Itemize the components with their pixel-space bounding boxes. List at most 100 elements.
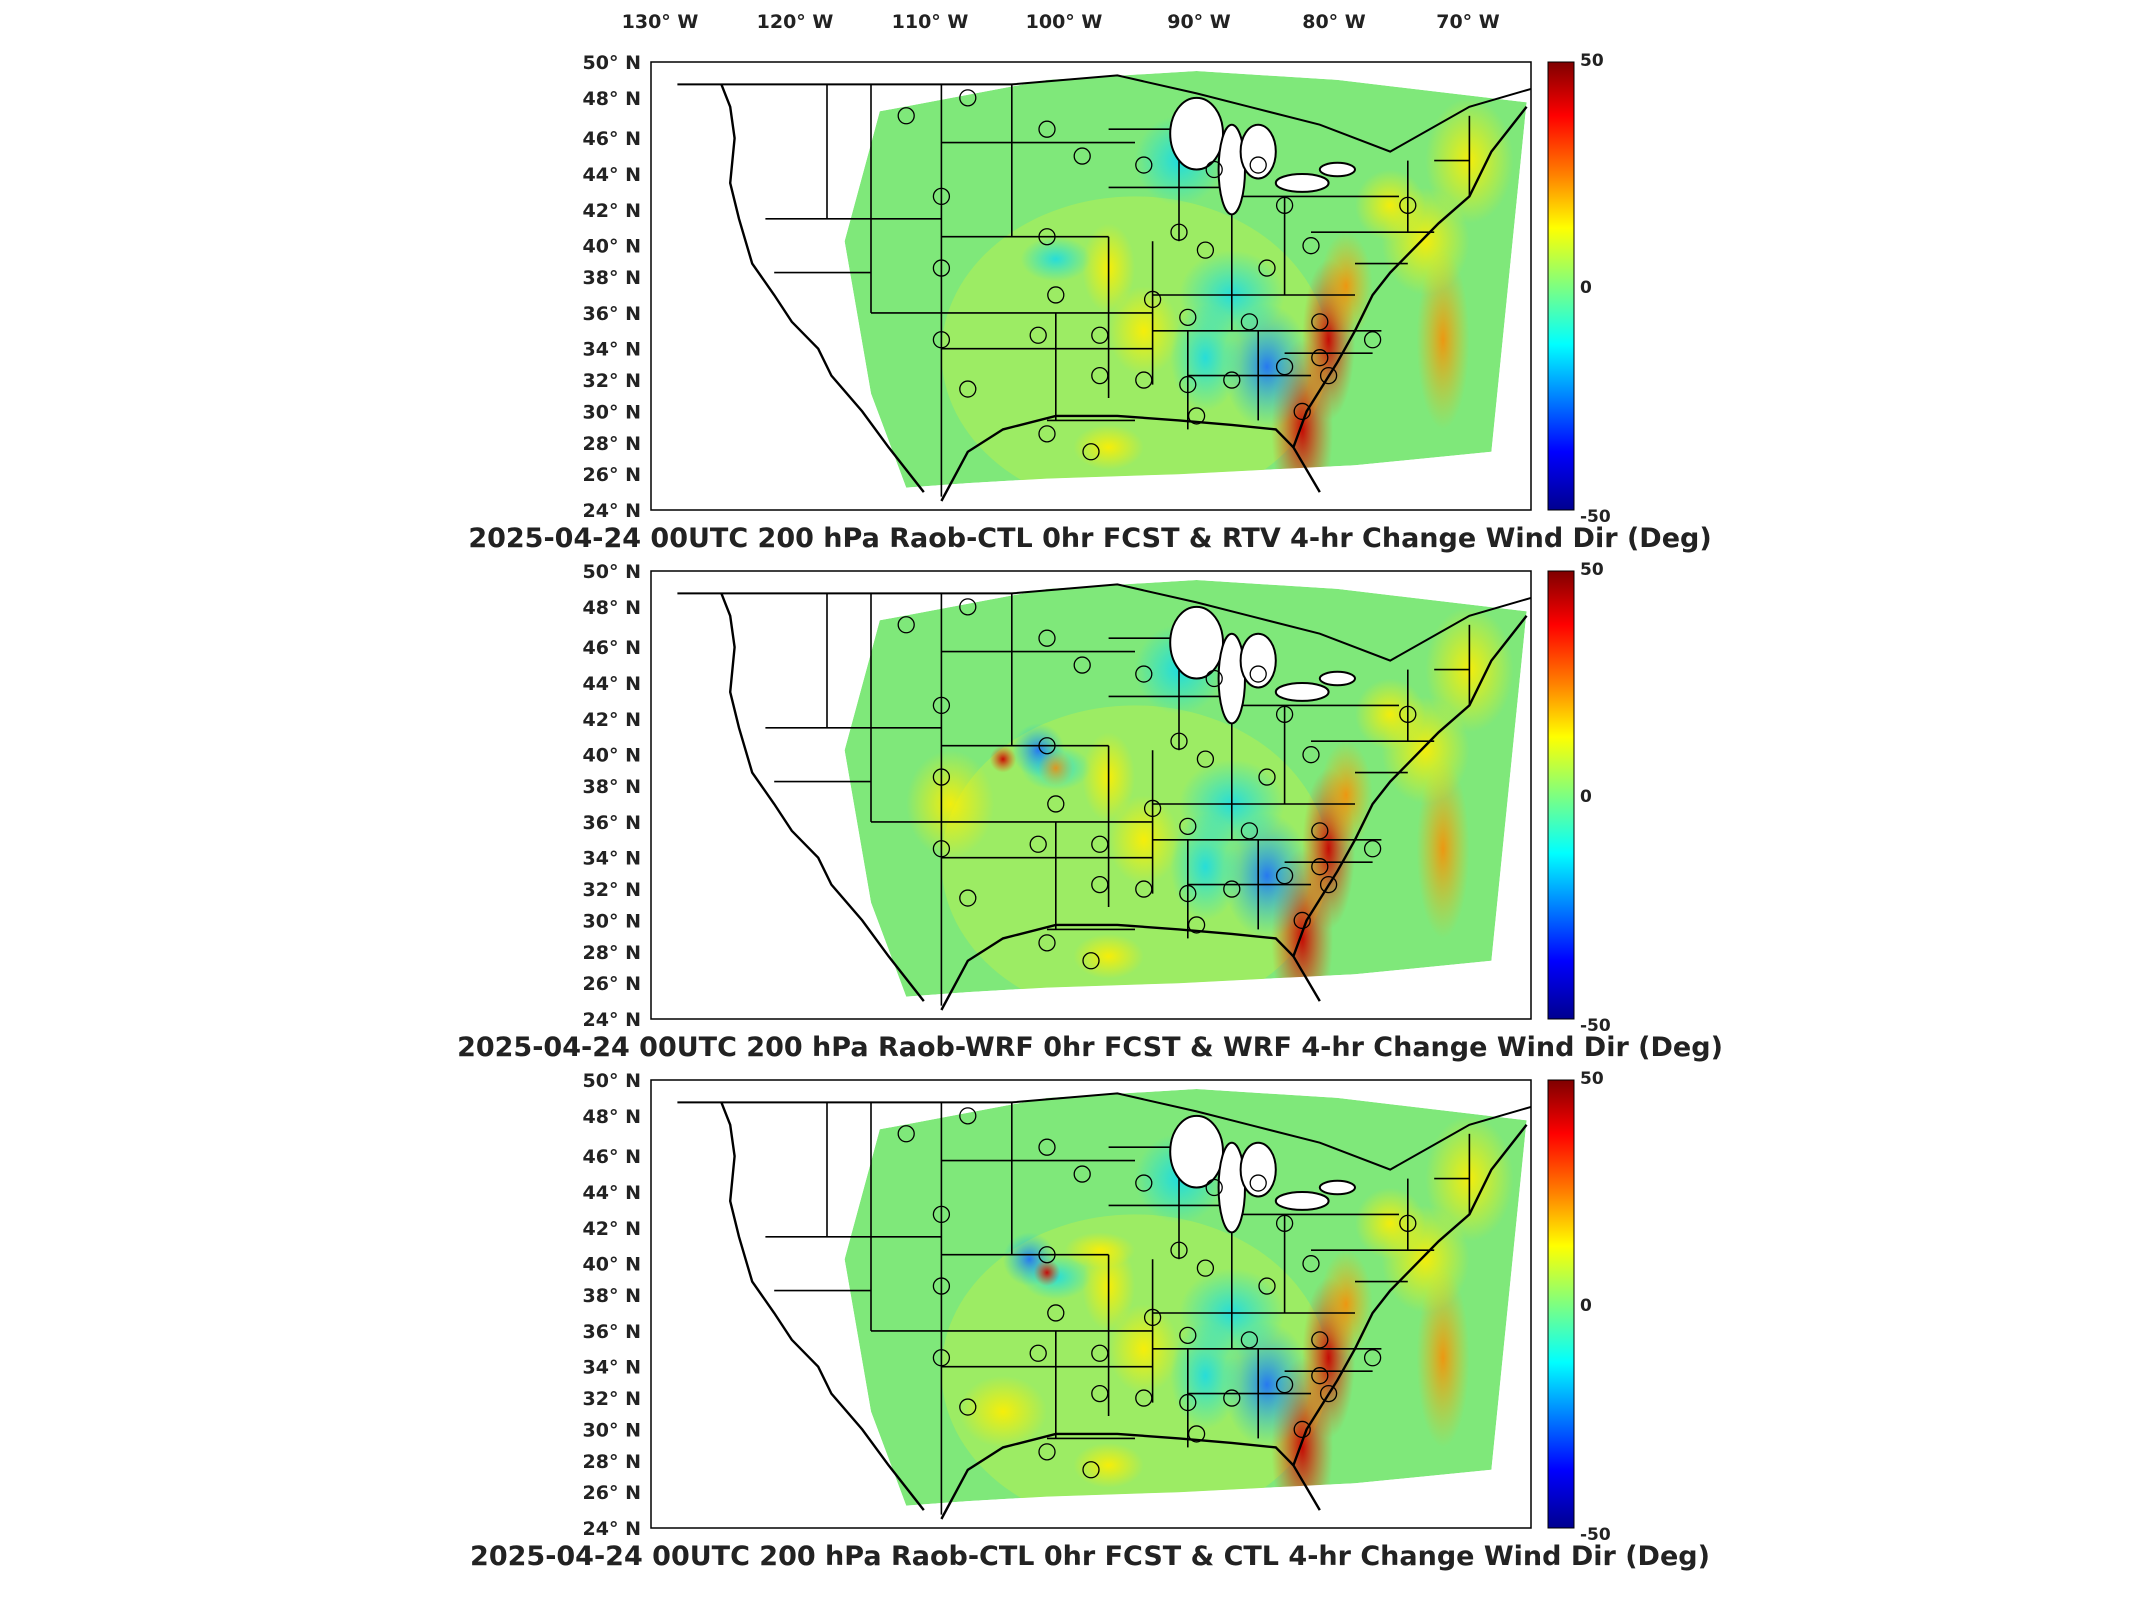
colorbar-tick-label: -50 bbox=[1580, 507, 1611, 527]
colorbar-tick-label: 50 bbox=[1580, 51, 1604, 71]
station-marker bbox=[1073, 147, 1091, 165]
station-marker bbox=[1135, 371, 1153, 389]
latitude-label: 30° N bbox=[583, 1419, 641, 1441]
northern-border bbox=[677, 583, 1532, 662]
station-marker bbox=[1249, 665, 1267, 683]
map-frame bbox=[650, 1079, 1532, 1529]
colorbar-tick-label: 0 bbox=[1580, 278, 1592, 298]
station-marker bbox=[932, 696, 951, 715]
great-lake bbox=[1318, 161, 1357, 178]
great-lake bbox=[1169, 605, 1224, 680]
station-marker bbox=[1135, 1174, 1153, 1192]
station-marker bbox=[959, 89, 977, 107]
station-marker bbox=[932, 1349, 951, 1367]
station-marker bbox=[1038, 228, 1056, 246]
gulf-coastline bbox=[940, 1432, 1295, 1520]
station-marker bbox=[1143, 1308, 1162, 1327]
station-marker bbox=[1223, 371, 1241, 389]
station-marker bbox=[1091, 366, 1109, 385]
latitude-label: 28° N bbox=[583, 942, 641, 964]
colorbar: 50 0 -50 bbox=[1547, 1069, 1611, 1545]
station-marker bbox=[1311, 349, 1329, 367]
station-marker bbox=[1205, 669, 1223, 688]
panel-title: 2025-04-24 00UTC 200 hPa Raob-CTL 0hr FC… bbox=[470, 1541, 1710, 1572]
latitude-label: 28° N bbox=[583, 1451, 641, 1473]
station-marker bbox=[1135, 1389, 1153, 1407]
latitude-label: 50° N bbox=[583, 561, 641, 583]
station-marker bbox=[932, 259, 951, 277]
station-marker bbox=[1082, 1461, 1100, 1479]
west-coastline bbox=[720, 1101, 925, 1511]
station-marker bbox=[1240, 1331, 1259, 1349]
station-marker bbox=[1073, 656, 1091, 674]
boundaries bbox=[677, 1092, 1532, 1520]
station-marker bbox=[1038, 737, 1056, 755]
station-marker bbox=[1311, 822, 1329, 840]
station-marker bbox=[1311, 313, 1329, 331]
latitude-label: 26° N bbox=[583, 973, 641, 995]
station-marker bbox=[897, 107, 915, 125]
station-marker bbox=[1319, 1384, 1338, 1403]
great-lake bbox=[1169, 1114, 1224, 1189]
station-marker bbox=[1311, 858, 1329, 876]
latitude-label: 48° N bbox=[583, 597, 641, 619]
colorbar: 50 0 -50 bbox=[1547, 560, 1611, 1036]
latitude-label: 40° N bbox=[583, 1254, 641, 1276]
station-marker bbox=[1196, 1259, 1215, 1277]
station-marker bbox=[1302, 746, 1320, 764]
station-marker bbox=[959, 889, 977, 907]
latitude-label: 50° N bbox=[583, 52, 641, 74]
station-marker bbox=[1196, 241, 1215, 259]
latitude-label: 42° N bbox=[583, 200, 641, 222]
station-marker bbox=[1047, 795, 1065, 813]
map-panel: 50° N 48° N 46° N 44° N 42° N 40° N 38° N 36° N… bbox=[468, 51, 1711, 554]
map-frame bbox=[650, 61, 1532, 511]
station-marker bbox=[1275, 705, 1294, 724]
station-marker bbox=[1319, 366, 1338, 385]
station-marker bbox=[1240, 822, 1259, 840]
station-marker bbox=[1249, 1174, 1267, 1192]
latitude-label: 36° N bbox=[583, 1321, 641, 1343]
station-marker bbox=[1302, 237, 1320, 255]
colorbar-scale bbox=[1547, 1079, 1575, 1529]
great-lake bbox=[1274, 682, 1330, 702]
longitude-label: 80° W bbox=[1302, 11, 1366, 33]
station-marker bbox=[1205, 160, 1223, 179]
station-marker bbox=[1082, 952, 1100, 970]
station-marker bbox=[1223, 880, 1241, 898]
station-marker bbox=[1038, 934, 1056, 952]
station-marker bbox=[1249, 156, 1267, 174]
station-marker bbox=[1038, 1246, 1056, 1264]
station-marker bbox=[959, 380, 977, 398]
gulf-coastline bbox=[940, 923, 1295, 1011]
map-panel: 50° N 48° N 46° N 44° N 42° N 40° N 38° N 36° N… bbox=[470, 1069, 1710, 1572]
west-coastline bbox=[720, 83, 925, 493]
latitude-label: 24° N bbox=[583, 1518, 641, 1540]
station-marker bbox=[1363, 331, 1382, 349]
colorbar-tick-label: 50 bbox=[1580, 560, 1604, 580]
station-marker bbox=[1047, 1304, 1065, 1322]
station-marker bbox=[1275, 196, 1294, 215]
station-marker bbox=[1047, 286, 1065, 304]
station-marker bbox=[959, 1398, 977, 1416]
gulf-coastline bbox=[940, 414, 1295, 502]
station-marker bbox=[1293, 911, 1311, 930]
station-marker bbox=[1029, 326, 1047, 344]
station-marker bbox=[932, 1205, 951, 1224]
panel-title: 2025-04-24 00UTC 200 hPa Raob-CTL 0hr FC… bbox=[468, 523, 1711, 554]
latitude-label: 26° N bbox=[583, 1482, 641, 1504]
longitude-label: 100° W bbox=[1026, 11, 1103, 33]
station-marker bbox=[1275, 1375, 1294, 1394]
station-marker bbox=[1187, 407, 1206, 425]
station-marker bbox=[1311, 1367, 1329, 1385]
station-marker bbox=[1135, 665, 1153, 683]
latitude-labels: 50° N 48° N 46° N 44° N 42° N 40° N 38° N 36° N… bbox=[583, 561, 641, 1031]
station-marker bbox=[1170, 223, 1188, 241]
east-coastline bbox=[1292, 106, 1528, 493]
northern-border bbox=[677, 74, 1532, 153]
station-marker bbox=[897, 616, 915, 634]
station-marker bbox=[932, 840, 951, 858]
latitude-label: 36° N bbox=[583, 303, 641, 325]
longitude-label: 90° W bbox=[1167, 11, 1231, 33]
latitude-label: 34° N bbox=[583, 848, 641, 870]
